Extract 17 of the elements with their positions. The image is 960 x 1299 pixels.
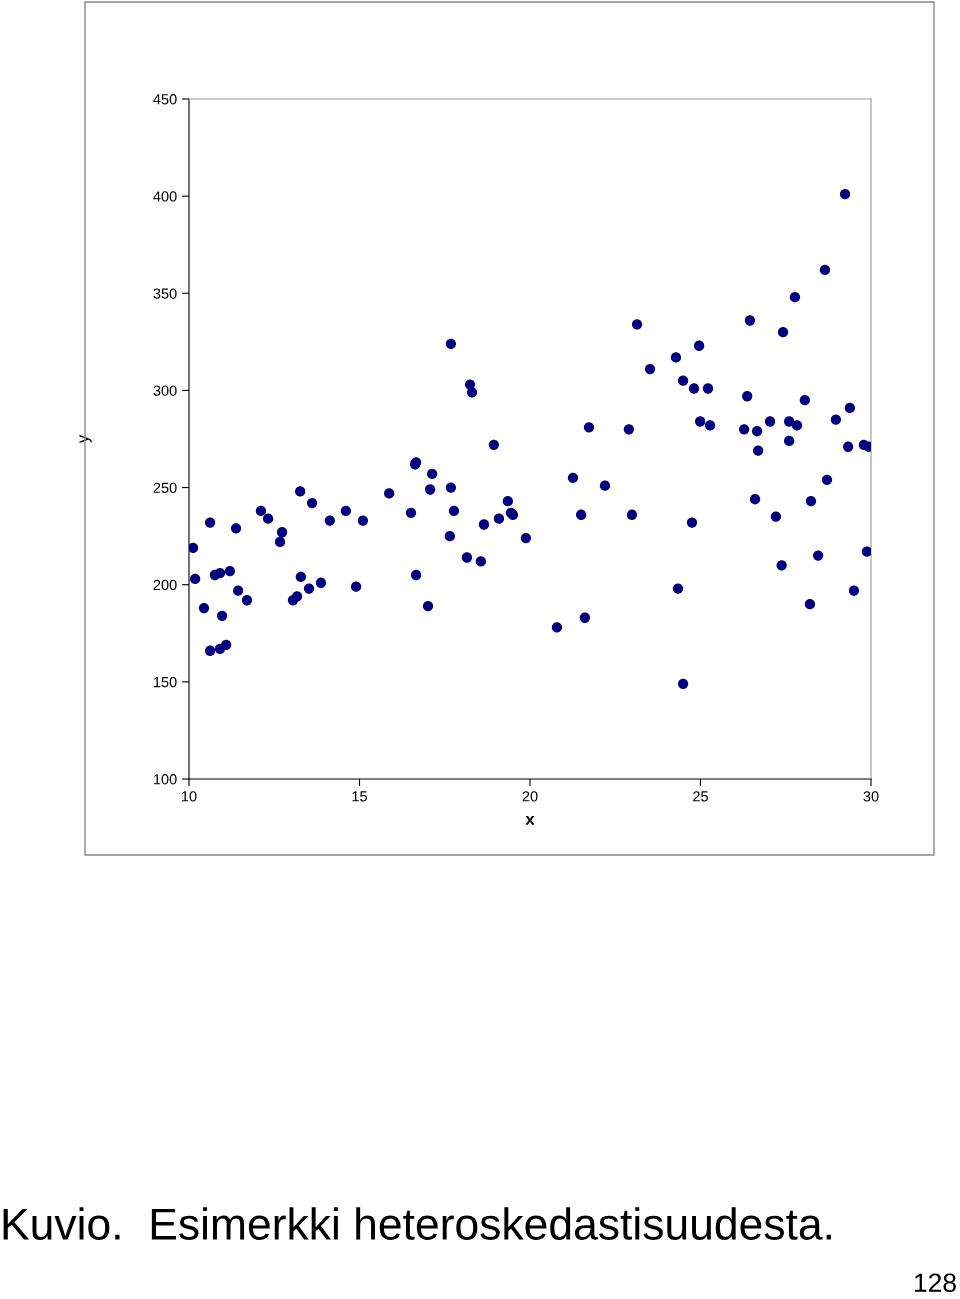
text: Kuvio. Esimerkki heteroskedastisuudesta. — [3, 1207, 831, 1240]
x-tick-label: 10 — [182, 791, 197, 802]
y-tick-label: 300 — [153, 385, 177, 396]
y-tick-label: 100 — [153, 774, 177, 785]
x-tick-label: 30 — [863, 791, 879, 802]
y-tick-label: 400 — [153, 191, 177, 202]
y-tick-label: 250 — [153, 482, 177, 493]
y-tick-label: 350 — [153, 288, 177, 299]
x-axis-title: x — [525, 816, 535, 825]
text: 128 — [914, 1273, 956, 1293]
y-tick-label: 450 — [153, 94, 177, 105]
x-tick-label: 20 — [522, 791, 538, 802]
x-tick-label: 25 — [693, 791, 708, 802]
x-tick-label: 15 — [352, 791, 367, 802]
y-tick-label: 200 — [153, 579, 177, 591]
y-axis-title: y — [79, 434, 92, 444]
y-tick-label: 150 — [153, 676, 177, 688]
